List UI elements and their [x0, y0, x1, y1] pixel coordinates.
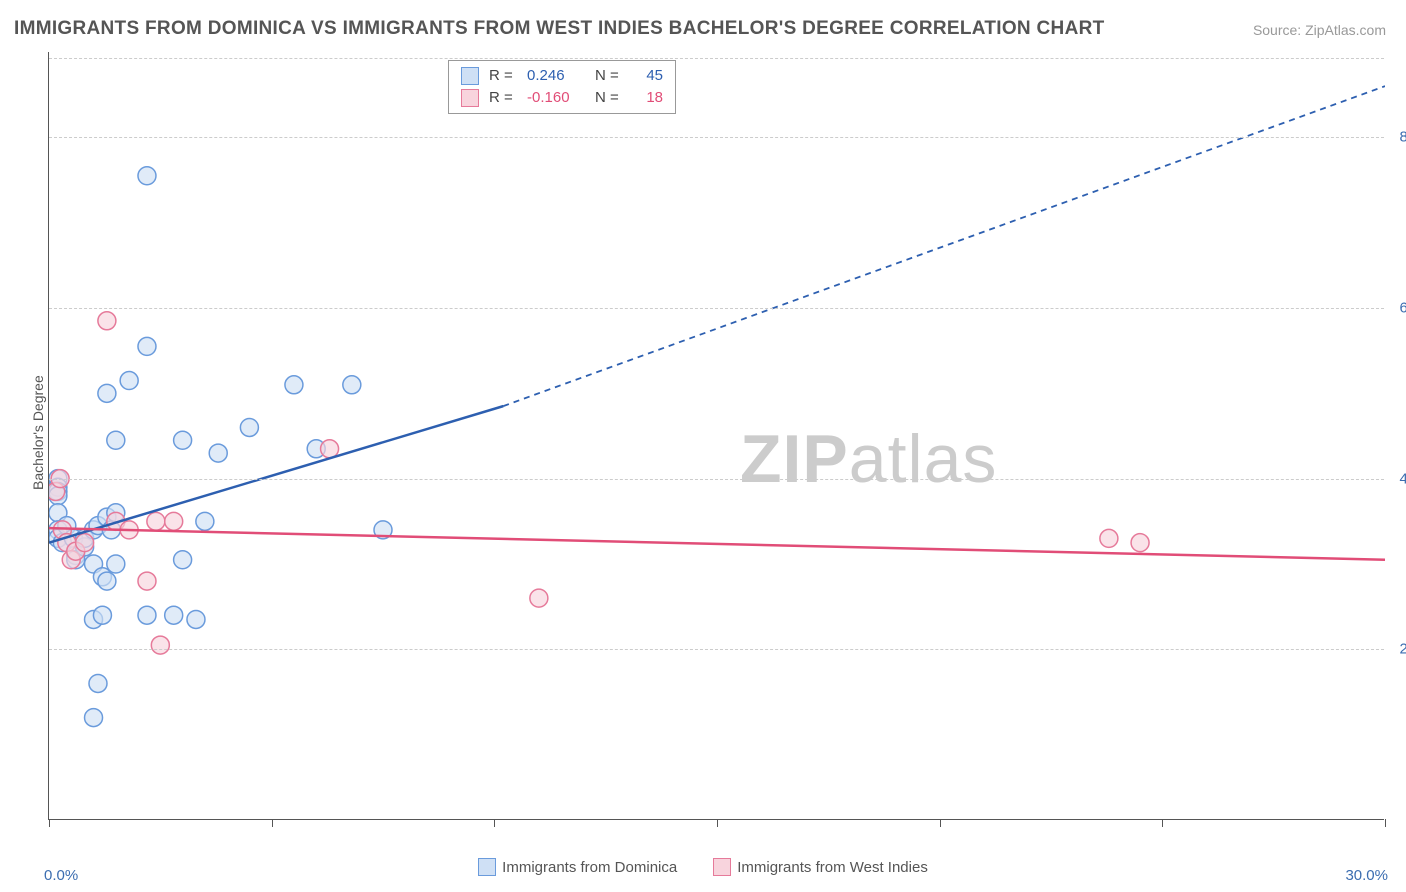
watermark-rest: atlas [849, 421, 998, 497]
stat-r-value: -0.160 [527, 87, 585, 109]
scatter-point-dominica [187, 610, 205, 628]
gridline [49, 58, 1384, 59]
x-tick [1385, 819, 1386, 827]
stat-n-label: N = [595, 65, 623, 87]
y-tick-label: 80.0% [1392, 129, 1406, 146]
watermark-bold: ZIP [740, 421, 849, 497]
legend-item: Immigrants from Dominica [478, 858, 677, 876]
legend-swatch [461, 67, 479, 85]
x-tick [1162, 819, 1163, 827]
legend-swatch [713, 858, 731, 876]
x-tick [49, 819, 50, 827]
scatter-point-west_indies [1131, 534, 1149, 552]
trend-line-west_indies [49, 528, 1385, 560]
gridline [49, 308, 1384, 309]
x-tick [494, 819, 495, 827]
x-tick [272, 819, 273, 827]
scatter-point-dominica [209, 444, 227, 462]
y-tick-label: 60.0% [1392, 300, 1406, 317]
x-tick [940, 819, 941, 827]
stat-r-label: R = [489, 65, 517, 87]
scatter-point-dominica [98, 572, 116, 590]
y-tick-label: 20.0% [1392, 641, 1406, 658]
scatter-point-dominica [107, 555, 125, 573]
stat-r-label: R = [489, 87, 517, 109]
scatter-point-dominica [174, 431, 192, 449]
legend-label: Immigrants from Dominica [502, 859, 677, 876]
legend-swatch [478, 858, 496, 876]
scatter-point-dominica [89, 674, 107, 692]
scatter-point-dominica [93, 606, 111, 624]
scatter-point-west_indies [147, 512, 165, 530]
scatter-point-dominica [343, 376, 361, 394]
legend-label: Immigrants from West Indies [737, 859, 928, 876]
scatter-point-west_indies [76, 534, 94, 552]
scatter-point-dominica [285, 376, 303, 394]
trend-line-dominica [49, 406, 503, 543]
scatter-point-dominica [85, 709, 103, 727]
scatter-point-west_indies [98, 312, 116, 330]
scatter-point-dominica [107, 431, 125, 449]
x-tick [717, 819, 718, 827]
scatter-point-dominica [138, 606, 156, 624]
gridline [49, 649, 1384, 650]
scatter-point-west_indies [165, 512, 183, 530]
scatter-point-west_indies [1100, 529, 1118, 547]
gridline [49, 479, 1384, 480]
legend-stats-row: R = 0.246 N = 45 [461, 65, 663, 87]
chart-title: IMMIGRANTS FROM DOMINICA VS IMMIGRANTS F… [14, 18, 1105, 40]
scatter-point-dominica [165, 606, 183, 624]
scatter-point-dominica [138, 337, 156, 355]
y-axis-label: Bachelor's Degree [30, 375, 46, 490]
scatter-point-west_indies [138, 572, 156, 590]
legend-stats-row: R = -0.160 N = 18 [461, 87, 663, 109]
scatter-point-west_indies [321, 440, 339, 458]
stat-n-value: 18 [633, 87, 663, 109]
scatter-point-dominica [174, 551, 192, 569]
scatter-point-dominica [240, 418, 258, 436]
scatter-point-dominica [120, 372, 138, 390]
source-citation: Source: ZipAtlas.com [1253, 22, 1386, 38]
legend-stats-box: R = 0.246 N = 45 R = -0.160 N = 18 [448, 60, 676, 114]
stat-r-value: 0.246 [527, 65, 585, 87]
scatter-point-dominica [138, 167, 156, 185]
chart-svg [49, 52, 1385, 820]
legend-bottom: Immigrants from Dominica Immigrants from … [0, 858, 1406, 880]
y-tick-label: 40.0% [1392, 470, 1406, 487]
gridline [49, 137, 1384, 138]
trend-line-dash-dominica [503, 86, 1385, 406]
legend-item: Immigrants from West Indies [713, 858, 928, 876]
x-tick-label-min: 0.0% [44, 867, 78, 884]
legend-swatch [461, 89, 479, 107]
scatter-point-dominica [196, 512, 214, 530]
x-tick-label-max: 30.0% [1345, 867, 1388, 884]
scatter-point-west_indies [530, 589, 548, 607]
scatter-point-west_indies [151, 636, 169, 654]
scatter-point-dominica [98, 384, 116, 402]
watermark: ZIPatlas [740, 420, 997, 498]
chart-plot-area: 20.0%40.0%60.0%80.0% [48, 52, 1384, 820]
stat-n-value: 45 [633, 65, 663, 87]
stat-n-label: N = [595, 87, 623, 109]
